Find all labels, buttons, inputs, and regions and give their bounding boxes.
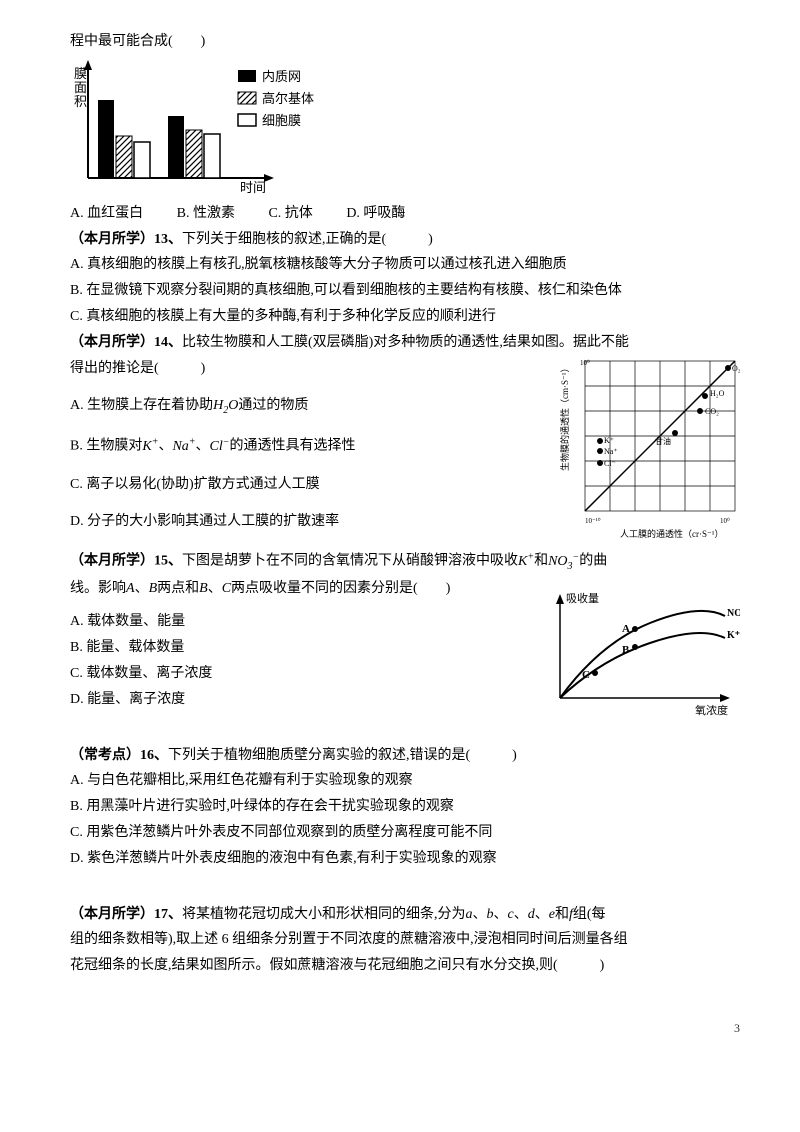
q16-opt-d[interactable]: D. 紫色洋葱鳞片叶外表皮细胞的液泡中有色素,有利于实验现象的观察: [70, 847, 740, 871]
q14-ylabel: 生物膜的通透性（cm·S⁻¹）: [560, 363, 570, 470]
q16-tag: （常考点）16、: [70, 748, 168, 763]
q14-opt-c[interactable]: C. 离子以易化(协助)扩散方式通过人工膜: [70, 473, 490, 497]
svg-text:Cl⁻: Cl⁻: [604, 459, 616, 468]
q14-opt-a[interactable]: A. 生物膜上存在着协助H2O通过的物质: [70, 394, 490, 419]
q12-opt-b[interactable]: B. 性激素: [177, 202, 235, 226]
svg-text:NO₃⁻: NO₃⁻: [727, 608, 740, 619]
q13-stem-text: 下列关于细胞核的叙述,正确的是( ): [182, 232, 433, 247]
q13-stem: （本月所学）13、下列关于细胞核的叙述,正确的是( ): [70, 228, 740, 252]
q16-opt-a[interactable]: A. 与白色花瓣相比,采用红色花瓣有利于实验现象的观察: [70, 769, 740, 793]
q14-stem1: 比较生物膜和人工膜(双层磷脂)对多种物质的通透性,结果如图。据此不能: [182, 335, 629, 350]
q12-legend-1: 高尔基体: [262, 91, 314, 106]
q16-stem-text: 下列关于植物细胞质壁分离实验的叙述,错误的是( ): [168, 748, 517, 763]
svg-text:K⁺: K⁺: [727, 630, 740, 641]
svg-text:Na⁺: Na⁺: [604, 447, 618, 456]
q13-opt-b[interactable]: B. 在显微镜下观察分裂间期的真核细胞,可以看到细胞核的主要结构有核膜、核仁和染…: [70, 279, 740, 303]
q12-xlabel: 时间: [240, 180, 266, 195]
q15-xlabel: 氧浓度: [695, 703, 728, 717]
q14-opt-d[interactable]: D. 分子的大小影响其通过人工膜的扩散速率: [70, 510, 490, 534]
q14-opt-b[interactable]: B. 生物膜对K+、Na+、Cl−的通透性具有选择性: [70, 433, 490, 458]
q12-opt-d[interactable]: D. 呼吸酶: [346, 202, 405, 226]
q17-tag: （本月所学）17、: [70, 907, 182, 922]
svg-text:10⁰: 10⁰: [580, 359, 590, 367]
svg-text:B: B: [622, 644, 630, 656]
q15-tag: （本月所学）15、: [70, 554, 182, 569]
svg-text:H₂O: H₂O: [710, 389, 725, 398]
page-number: 3: [70, 1018, 740, 1038]
q16-opt-c[interactable]: C. 用紫色洋葱鳞片叶外表皮不同部位观察到的质壁分离程度可能不同: [70, 821, 740, 845]
svg-text:K⁺: K⁺: [604, 436, 614, 445]
q12-legend-0: 内质网: [262, 69, 301, 84]
svg-text:10⁻¹⁰: 10⁻¹⁰: [585, 517, 601, 525]
q15-stem1: （本月所学）15、下图是胡萝卜在不同的含氧情况下从硝酸钾溶液中吸收K+和NO3−…: [70, 548, 740, 574]
q13-opt-a[interactable]: A. 真核细胞的核膜上有核孔,脱氧核糖核酸等大分子物质可以通过核孔进入细胞质: [70, 253, 740, 277]
svg-text:A: A: [622, 623, 630, 635]
svg-text:O₂: O₂: [732, 364, 741, 373]
q12-ylabel-1: 膜: [74, 66, 87, 81]
svg-text:面: 面: [74, 80, 87, 95]
q17-stem3: 花冠细条的长度,结果如图所示。假如蔗糖溶液与花冠细胞之间只有水分交换,则( ): [70, 954, 740, 978]
q15-ylabel: 吸收量: [566, 591, 599, 605]
q14-tag: （本月所学）14、: [70, 335, 182, 350]
q12-options: A. 血红蛋白 B. 性激素 C. 抗体 D. 呼吸酶: [70, 202, 740, 226]
svg-text:积: 积: [74, 94, 87, 109]
q13-tag: （本月所学）13、: [70, 232, 182, 247]
svg-text:10⁰: 10⁰: [720, 517, 730, 525]
q17-stem1: （本月所学）17、将某植物花冠切成大小和形状相同的细条,分为a、b、c、d、e和…: [70, 903, 740, 927]
q16-opt-b[interactable]: B. 用黑藻叶片进行实验时,叶绿体的存在会干扰实验现象的观察: [70, 795, 740, 819]
q12-bar-chart: 膜 面 积 时间 内质网 高尔基体 细胞膜: [70, 58, 330, 198]
q17-stem2: 组的细条数相等),取上述 6 组细条分别置于不同浓度的蔗糖溶液中,浸泡相同时间后…: [70, 928, 740, 952]
q12-stem-tail: 程中最可能合成( ): [70, 30, 740, 54]
svg-text:CO₂: CO₂: [705, 407, 719, 416]
svg-text:C: C: [582, 669, 590, 681]
q12-opt-c[interactable]: C. 抗体: [268, 202, 312, 226]
q14-scatter-chart: 生物膜的通透性（cm·S⁻¹） O₂ H₂O: [560, 351, 760, 541]
q15-curve-chart: A B C 吸收量 NO₃⁻ K⁺ 氧浓度: [540, 588, 740, 718]
q12-opt-a[interactable]: A. 血红蛋白: [70, 202, 143, 226]
q13-opt-c[interactable]: C. 真核细胞的核膜上有大量的多种酶,有利于多种化学反应的顺利进行: [70, 305, 740, 329]
q16-stem: （常考点）16、下列关于植物细胞质壁分离实验的叙述,错误的是( ): [70, 744, 740, 768]
q14-xlabel: 人工膜的通透性（cr·S⁻¹）: [620, 528, 723, 539]
svg-text:甘油: 甘油: [655, 436, 671, 446]
q12-legend-2: 细胞膜: [262, 113, 301, 128]
